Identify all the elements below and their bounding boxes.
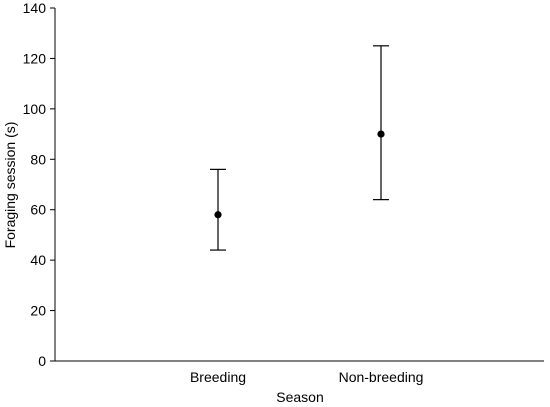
- y-tick-label: 80: [30, 151, 46, 167]
- data-point: [214, 211, 222, 219]
- y-tick-label: 140: [23, 0, 47, 16]
- y-tick-label: 20: [30, 303, 46, 319]
- y-tick-label: 100: [23, 101, 47, 117]
- y-tick-label: 40: [30, 252, 46, 268]
- x-ticks: Breeding Non-breeding: [190, 369, 423, 385]
- x-tick-label: Breeding: [190, 369, 246, 385]
- y-axis-label: Foraging session (s): [2, 122, 18, 249]
- y-tick-label: 0: [38, 353, 46, 369]
- data-point: [377, 130, 385, 138]
- y-tick-label: 120: [23, 50, 47, 66]
- y-tick-label: 60: [30, 202, 46, 218]
- y-ticks: 0 20 40 60 80 100 120 140: [23, 0, 55, 369]
- data-marks: [210, 45, 389, 251]
- x-tick-label: Non-breeding: [339, 369, 424, 385]
- x-axis-label: Season: [276, 389, 323, 405]
